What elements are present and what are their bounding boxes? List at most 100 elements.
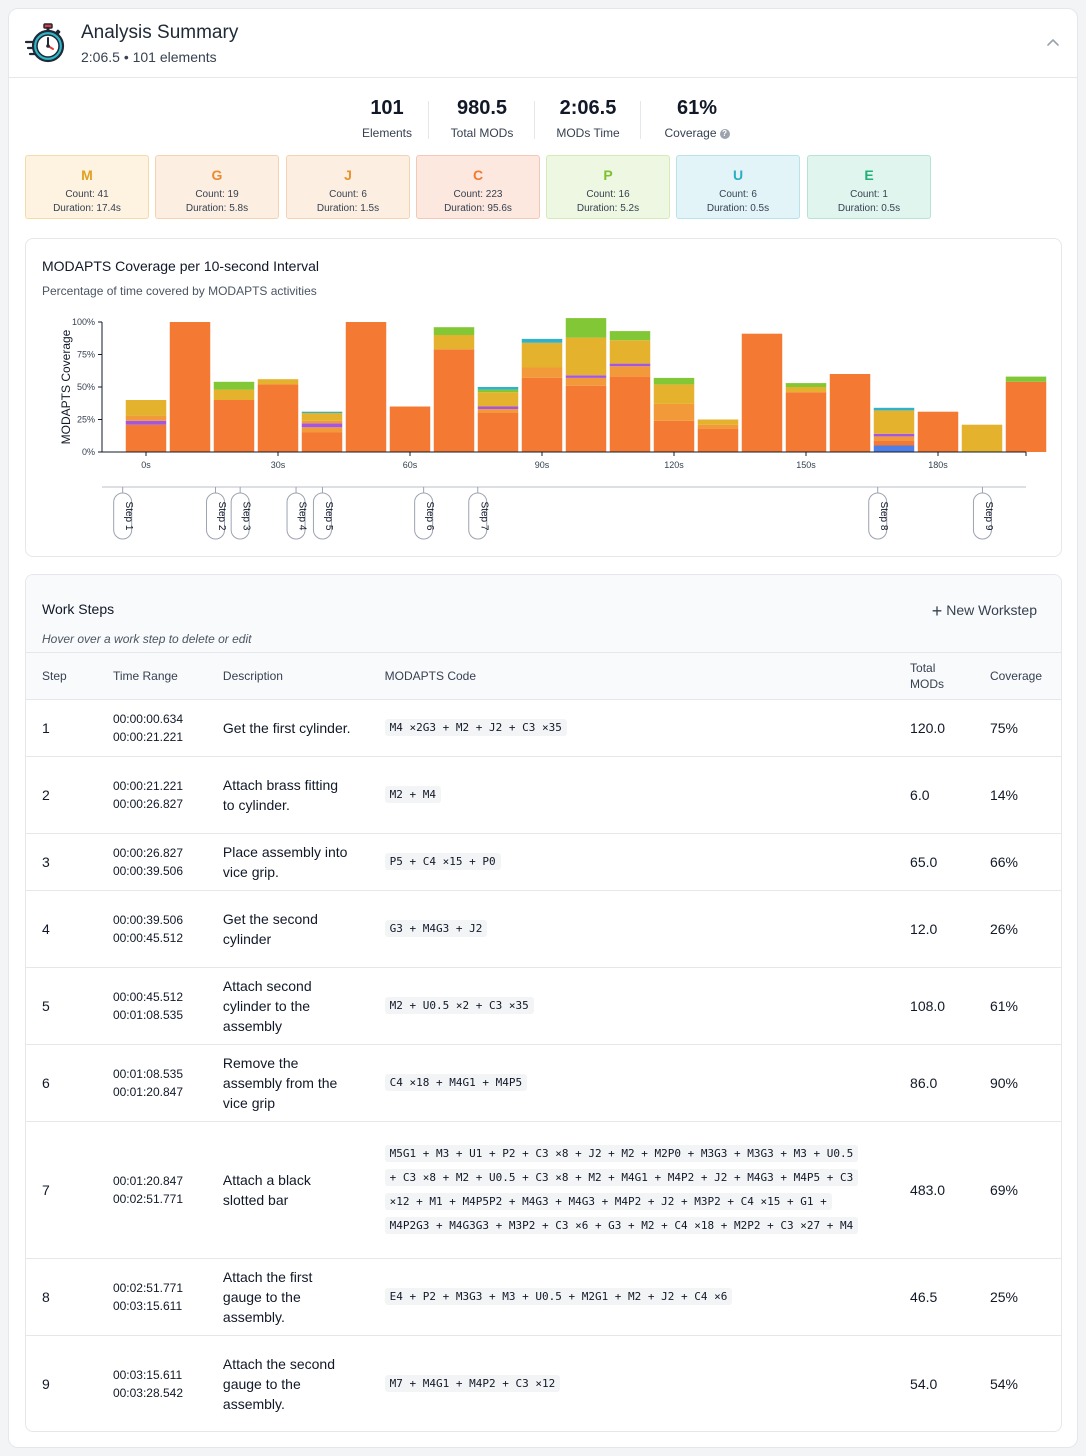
coverage: 69% bbox=[973, 1121, 1061, 1259]
table-row[interactable]: 9 00:03:15.611 00:03:28.542 Attach the seco… bbox=[26, 1335, 1061, 1431]
time-start: 00:01:08.535 bbox=[112, 1067, 184, 1081]
col-header-modapts-code: MODAPTS Code bbox=[368, 653, 895, 700]
table-row[interactable]: 5 00:00:45.512 00:01:08.535 Attach second c… bbox=[26, 967, 1061, 1045]
stat-elements: 101 Elements bbox=[345, 97, 429, 140]
table-row[interactable]: 8 00:02:51.771 00:03:15.611 Attach the firs… bbox=[26, 1258, 1061, 1336]
bar-segment-c bbox=[653, 420, 695, 452]
bar-segment-u bbox=[477, 387, 519, 390]
x-tick-label: 90s bbox=[535, 460, 550, 470]
summary-subtitle: 2:06.5 • 101 elements bbox=[81, 49, 217, 65]
coverage-chart-card: MODAPTS Coverage per 10-second Interval … bbox=[25, 238, 1062, 557]
category-count: Count: 16 bbox=[586, 189, 630, 200]
bar-segment-g bbox=[653, 403, 695, 421]
step-description: Place assembly into vice grip. bbox=[206, 833, 369, 891]
y-tick-label: 50% bbox=[77, 382, 95, 392]
stat-coverage: 61% Coverage? bbox=[649, 97, 745, 140]
bar-segment-u bbox=[873, 407, 915, 411]
step-description: Attach the first gauge to the assembly. bbox=[206, 1258, 369, 1336]
stat-label: Coverage bbox=[664, 126, 717, 140]
chart-subtitle: Percentage of time covered by MODAPTS ac… bbox=[42, 284, 317, 298]
table-row[interactable]: 2 00:00:21.221 00:00:26.827 Attach brass fi… bbox=[26, 756, 1061, 834]
coverage: 66% bbox=[973, 833, 1061, 891]
work-steps-table: Step Time Range Description MODAPTS Code… bbox=[26, 653, 1061, 1431]
col-header-description: Description bbox=[206, 653, 369, 700]
time-range: 00:02:51.771 00:03:15.611 bbox=[96, 1258, 207, 1336]
total-mods: 65.0 bbox=[894, 833, 974, 891]
work-steps-card: Work Steps Hover over a work step to del… bbox=[25, 574, 1062, 1432]
step-description: Remove the assembly from the vice grip bbox=[206, 1044, 369, 1122]
table-row[interactable]: 7 00:01:20.847 00:02:51.771 Attach a black … bbox=[26, 1121, 1061, 1259]
bar-segment-g bbox=[565, 377, 607, 386]
table-row[interactable]: 4 00:00:39.506 00:00:45.512 Get the second … bbox=[26, 890, 1061, 968]
bar-segment-c bbox=[609, 376, 651, 452]
category-key: C bbox=[472, 167, 484, 183]
category-count: Count: 6 bbox=[719, 189, 757, 200]
category-count: Count: 223 bbox=[453, 189, 503, 200]
bar-segment-u bbox=[521, 338, 563, 343]
category-card-c: C Count: 223 Duration: 95.6s bbox=[416, 155, 540, 219]
modapts-code: C4 ×18 + M4G1 + M4P5 bbox=[384, 1074, 528, 1091]
bar-segment-c bbox=[741, 333, 783, 452]
modapts-code-cell: G3 + M4G3 + J2 bbox=[368, 890, 895, 968]
summary-header[interactable]: Analysis Summary 2:06.5 • 101 elements bbox=[9, 9, 1077, 78]
step-number: 3 bbox=[26, 833, 97, 891]
x-tick-label: 180s bbox=[928, 460, 948, 470]
bar-segment-p bbox=[1005, 376, 1047, 382]
time-range: 00:00:00.634 00:00:21.221 bbox=[96, 699, 207, 757]
bar-segment-m bbox=[609, 340, 651, 364]
bar-segment-c bbox=[125, 424, 167, 452]
bar-segment-j bbox=[609, 363, 651, 367]
step-marker-pill bbox=[113, 492, 133, 540]
bar-segment-m bbox=[433, 335, 475, 350]
category-count: Count: 41 bbox=[65, 189, 109, 200]
coverage: 54% bbox=[973, 1335, 1061, 1431]
modapts-code-cell: C4 ×18 + M4G1 + M4P5 bbox=[368, 1044, 895, 1122]
bar-segment-m bbox=[257, 379, 299, 385]
step-number: 8 bbox=[26, 1258, 97, 1336]
stopwatch-icon bbox=[24, 23, 65, 63]
modapts-code: E4 + P2 + M3G3 + M3 + U0.5 + M2G1 + M2 +… bbox=[384, 1288, 733, 1305]
step-marker-label: Step 1 bbox=[123, 502, 134, 531]
step-marker-label: Step 3 bbox=[241, 502, 252, 531]
bar-segment-m bbox=[477, 392, 519, 407]
total-mods: 120.0 bbox=[894, 699, 974, 757]
step-marker-pill bbox=[312, 492, 332, 540]
table-row[interactable]: 3 00:00:26.827 00:00:39.506 Place assembly … bbox=[26, 833, 1061, 891]
chevron-up-icon[interactable] bbox=[1045, 35, 1061, 51]
col-header-time-range: Time Range bbox=[96, 653, 207, 700]
step-number: 5 bbox=[26, 967, 97, 1045]
coverage-chart: 0% 25% 50% 75% 100% MODAPTS Coverage 0s 30s 60s 9… bbox=[59, 317, 1047, 540]
bar-segment-j bbox=[873, 433, 915, 437]
bar-segment-g bbox=[697, 424, 739, 429]
category-duration: Duration: 1.5s bbox=[316, 203, 380, 214]
y-axis-label: MODAPTS Coverage bbox=[59, 329, 73, 444]
bar-segment-p bbox=[653, 377, 695, 385]
modapts-code-cell: M2 + U0.5 ×2 + C3 ×35 bbox=[368, 967, 895, 1045]
stat-mods-time: 2:06.5 MODs Time bbox=[542, 97, 634, 140]
new-workstep-button[interactable]: + New Workstep bbox=[932, 601, 1037, 622]
category-card-m: M Count: 41 Duration: 17.4s bbox=[25, 155, 149, 219]
stat-label: Elements bbox=[361, 126, 413, 140]
table-row[interactable]: 6 00:01:08.535 00:01:20.847 Remove the asse… bbox=[26, 1044, 1061, 1122]
bar-segment-c bbox=[873, 440, 915, 446]
coverage: 14% bbox=[973, 756, 1061, 834]
bar-segment-c bbox=[785, 392, 827, 452]
category-card-j: J Count: 6 Duration: 1.5s bbox=[286, 155, 410, 219]
time-end: 00:00:26.827 bbox=[112, 797, 184, 811]
category-key: M bbox=[81, 167, 93, 183]
bar-segment-c bbox=[169, 322, 211, 452]
bar-segment-m bbox=[785, 387, 827, 393]
bar-segment-g bbox=[609, 366, 651, 377]
coverage: 90% bbox=[973, 1044, 1061, 1122]
step-marker-pill bbox=[414, 492, 434, 540]
category-key: J bbox=[344, 167, 352, 183]
modapts-code: M2 + U0.5 ×2 + C3 ×35 bbox=[384, 997, 534, 1014]
modapts-code-cell: M7 + M4G1 + M4P2 + C3 ×12 bbox=[368, 1335, 895, 1431]
table-row[interactable]: 1 00:00:00.634 00:00:21.221 Get the first c… bbox=[26, 699, 1061, 757]
time-end: 00:00:21.221 bbox=[112, 730, 184, 744]
category-count: Count: 19 bbox=[195, 189, 239, 200]
step-marker-pill bbox=[868, 492, 888, 540]
category-duration: Duration: 17.4s bbox=[53, 203, 121, 214]
total-mods: 86.0 bbox=[894, 1044, 974, 1122]
help-icon[interactable]: ? bbox=[719, 128, 730, 139]
